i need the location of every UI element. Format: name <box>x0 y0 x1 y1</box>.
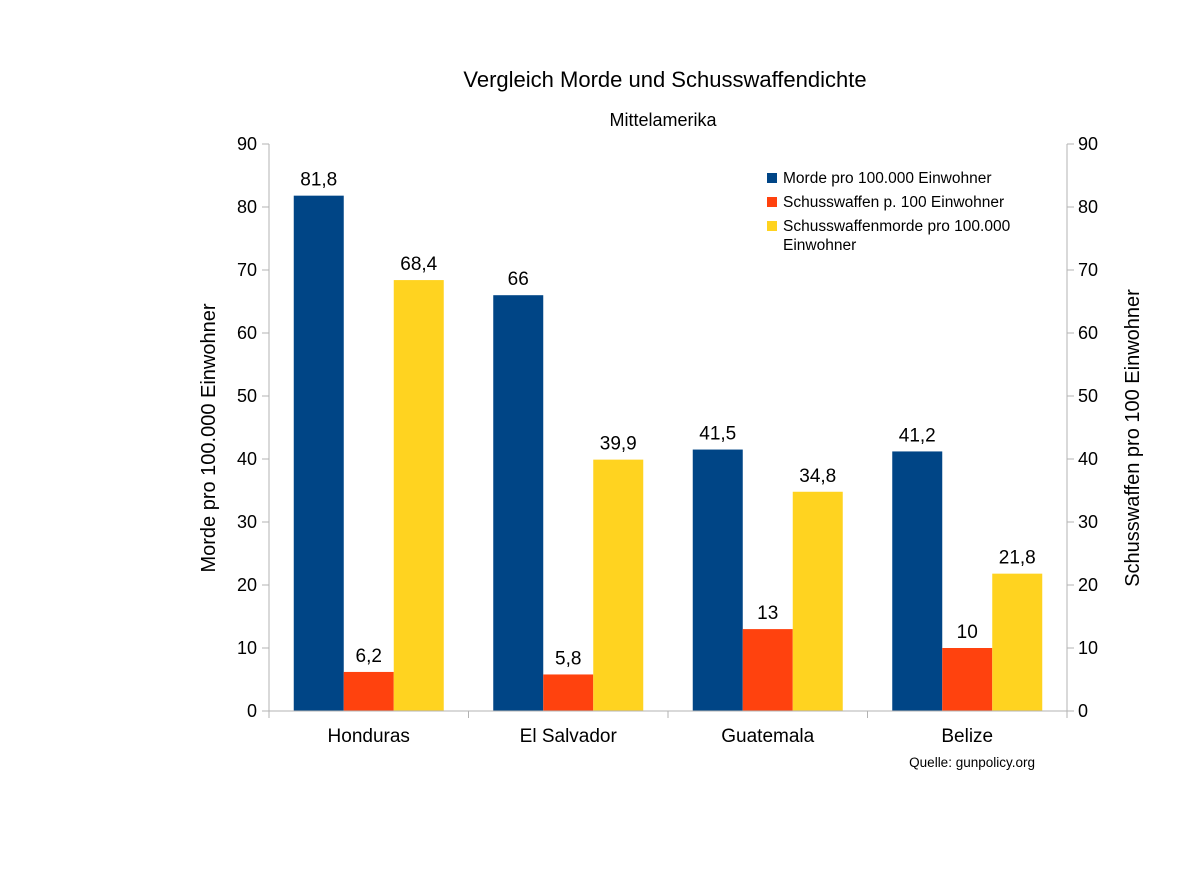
bars <box>293 195 1043 711</box>
chart-title: Vergleich Morde und Schusswaffendichte <box>463 67 866 92</box>
bar <box>892 451 943 711</box>
legend-label: Schusswaffen p. 100 Einwohner <box>783 194 1004 211</box>
y-axis-left: 0 10 20 30 40 50 60 70 80 90 <box>237 134 257 721</box>
legend-label: Schusswaffenmorde pro 100.000 <box>783 218 1011 235</box>
y-tick-label-left: 30 <box>237 512 257 532</box>
y-tick-label-left: 80 <box>237 197 257 217</box>
data-label: 66 <box>508 269 529 290</box>
y-tick-label-right: 90 <box>1078 134 1098 154</box>
y-tick-label-left: 20 <box>237 575 257 595</box>
data-label: 6,2 <box>356 646 382 667</box>
bar <box>393 280 444 711</box>
y-tick-label-right: 10 <box>1078 638 1098 658</box>
data-label: 10 <box>957 622 978 643</box>
bar <box>343 671 394 711</box>
y-tick-label-left: 50 <box>237 386 257 406</box>
data-label: 81,8 <box>300 170 337 191</box>
y-tick-label-right: 70 <box>1078 260 1098 280</box>
bar <box>692 449 743 711</box>
bar <box>792 491 843 711</box>
y-tick-label-left: 90 <box>237 134 257 154</box>
legend-swatch <box>767 197 777 207</box>
y-tick-label-right: 20 <box>1078 575 1098 595</box>
legend-swatch <box>767 221 777 231</box>
y-tick-label-right: 30 <box>1078 512 1098 532</box>
data-label: 41,2 <box>899 425 936 446</box>
y-tick-label-left: 40 <box>237 449 257 469</box>
y-axis-right-title: Schusswaffen pro 100 Einwohner <box>1122 289 1144 587</box>
legend-swatch <box>767 173 777 183</box>
y-tick-label-left: 10 <box>237 638 257 658</box>
data-label: 41,5 <box>699 424 736 445</box>
data-labels: 81,8 6,2 68,4 66 5,8 39,9 41,5 13 34,8 41,2 10 21,8 <box>300 170 1035 670</box>
data-label: 5,8 <box>555 648 581 669</box>
x-tick-label: El Salvador <box>520 726 618 747</box>
data-label: 34,8 <box>799 466 836 487</box>
source-note: Quelle: gunpolicy.org <box>909 755 1035 770</box>
x-tick-label: Belize <box>941 726 993 747</box>
x-tick-label: Guatemala <box>721 726 814 747</box>
bar <box>293 195 344 711</box>
y-tick-label-left: 60 <box>237 323 257 343</box>
bar <box>742 629 793 711</box>
x-axis: Honduras El Salvador Guatemala Belize <box>328 726 994 747</box>
legend: Morde pro 100.000 Einwohner Schusswaffen … <box>767 170 1011 254</box>
data-label: 13 <box>757 603 778 624</box>
axes-lines <box>262 143 1074 718</box>
y-tick-label-left: 0 <box>247 701 257 721</box>
chart-subtitle: Mittelamerika <box>609 110 717 130</box>
y-tick-label-right: 60 <box>1078 323 1098 343</box>
bar <box>942 648 993 711</box>
y-tick-label-right: 50 <box>1078 386 1098 406</box>
y-axis-left-title: Morde pro 100.000 Einwohner <box>198 303 220 572</box>
y-tick-label-right: 0 <box>1078 701 1088 721</box>
bar <box>493 295 544 711</box>
x-tick-label: Honduras <box>328 726 410 747</box>
data-label: 21,8 <box>999 548 1036 569</box>
bar <box>543 674 594 711</box>
data-label: 39,9 <box>600 434 637 455</box>
legend-label: Einwohner <box>783 237 856 254</box>
bar <box>593 459 644 711</box>
y-tick-label-right: 80 <box>1078 197 1098 217</box>
y-tick-label-left: 70 <box>237 260 257 280</box>
bar <box>992 573 1043 711</box>
y-axis-right: 0 10 20 30 40 50 60 70 80 90 <box>1078 134 1098 721</box>
y-tick-label-right: 40 <box>1078 449 1098 469</box>
data-label: 68,4 <box>400 254 437 275</box>
legend-label: Morde pro 100.000 Einwohner <box>783 170 992 187</box>
